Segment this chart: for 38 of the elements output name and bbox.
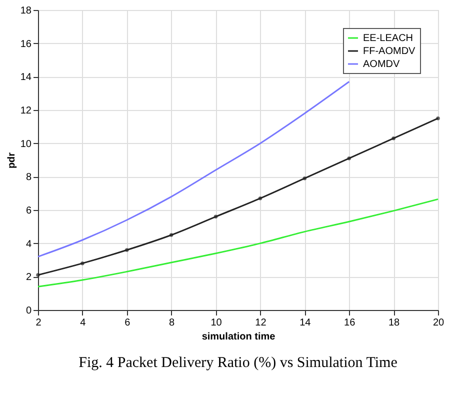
y-tick-label: 8 [26,172,32,184]
x-tick-label: 16 [344,318,356,328]
point [436,116,440,120]
y-tick-label: 0 [26,306,32,316]
point [214,214,218,219]
point [36,273,40,277]
x-tick-label: 8 [169,318,176,328]
point [80,261,84,266]
legend-label: FF-AOMDV [363,46,416,57]
legend-label: AOMDV [363,59,400,70]
text: Fig. 4 Packet Delivery Ratio (%) vs Simulation Time [78,355,398,371]
point [258,196,262,200]
point [302,176,307,180]
x-tick-label: 20 [432,318,444,328]
y-tick-label: 16 [20,38,32,50]
x-tick-label: 4 [80,318,86,328]
y-tick-label: 14 [20,72,32,84]
y-axis-title: pdr [6,152,18,169]
point [125,248,129,252]
x-tick-label: 2 [36,318,42,328]
y-tick-label: 12 [20,106,32,116]
y-tick-label: 4 [26,238,32,250]
x-tick-label: 14 [300,318,312,328]
x-axis-title: simulation time [202,332,276,342]
point [392,136,396,140]
x-tick-label: 6 [124,318,131,328]
x-tick-label: 18 [388,318,400,328]
x-tick-label: 10 [210,318,222,328]
y-tick-label: 18 [20,6,32,16]
line-series [37,198,439,288]
point [347,156,351,160]
y-tick-label: 6 [26,206,32,216]
y-tick-label: 10 [20,138,32,150]
x-tick-label: 12 [255,318,267,328]
point [169,233,174,237]
line-series [37,80,350,258]
legend-label: EE-LEACH [363,33,414,44]
y-tick-label: 2 [26,272,32,284]
